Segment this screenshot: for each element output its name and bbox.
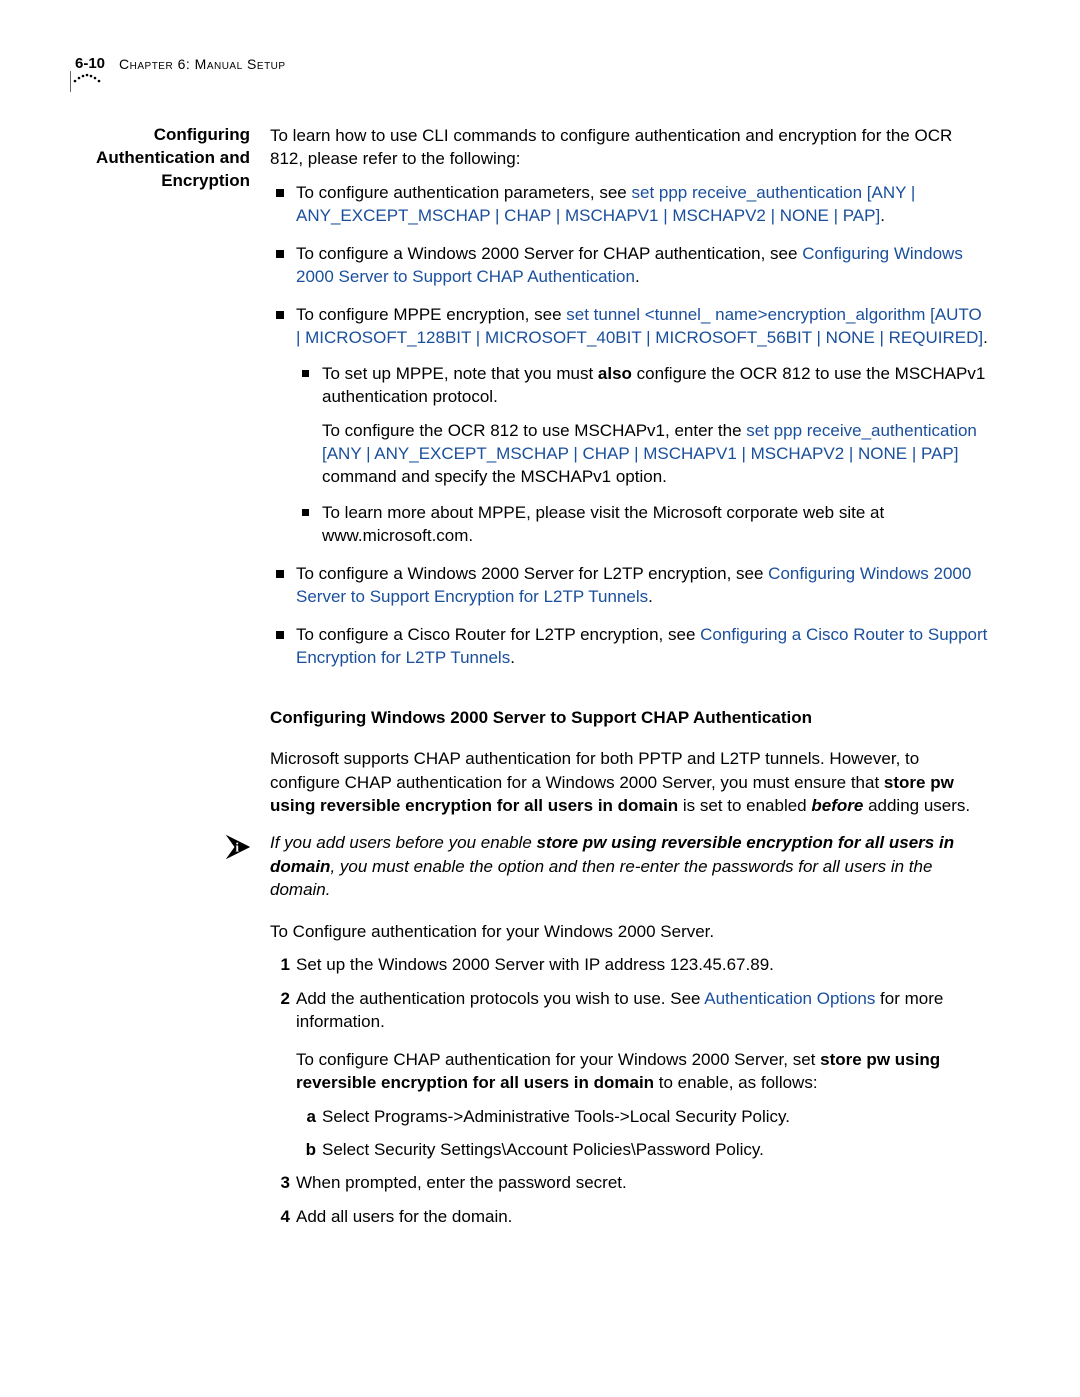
info-arrow-icon: i <box>224 833 252 861</box>
text: command and specify the MSCHAPv1 option. <box>322 467 667 486</box>
list-item: To set up MPPE, note that you must also … <box>296 362 990 489</box>
text: . <box>880 206 885 225</box>
text: to enable, as follows: <box>654 1073 817 1092</box>
substep-item: b Select Security Settings\Account Polic… <box>296 1138 990 1161</box>
text: is set to enabled <box>678 796 811 815</box>
text: To configure a Windows 2000 Server for L… <box>296 564 768 583</box>
text: Set up the Windows 2000 Server with IP a… <box>296 955 774 974</box>
text: To configure a Windows 2000 Server for C… <box>296 244 802 263</box>
text: Microsoft supports CHAP authentication f… <box>270 749 919 791</box>
text: To configure MPPE encryption, see <box>296 305 566 324</box>
paragraph: To Configure authentication for your Win… <box>270 920 990 943</box>
bold-text: also <box>598 364 632 383</box>
list-item: To configure a Windows 2000 Server for L… <box>270 562 990 609</box>
text: To set up MPPE, note that you must <box>322 364 598 383</box>
text: adding users. <box>863 796 970 815</box>
section-heading: Configuring Authentication and Encryptio… <box>75 124 250 193</box>
text: Add all users for the domain. <box>296 1207 512 1226</box>
text: Add the authentication protocols you wis… <box>296 989 704 1008</box>
subsection-heading: Configuring Windows 2000 Server to Suppo… <box>270 706 990 729</box>
text: Select Programs->Administrative Tools->L… <box>322 1107 790 1126</box>
text: To learn more about MPPE, please visit t… <box>322 503 884 545</box>
text: To configure a Cisco Router for L2TP enc… <box>296 625 700 644</box>
text: . <box>510 648 515 667</box>
step-item: Set up the Windows 2000 Server with IP a… <box>270 953 990 976</box>
body-column: To learn how to use CLI commands to conf… <box>270 124 990 1238</box>
text: , you must enable the option and then re… <box>270 857 932 899</box>
info-note: i If you add users before you enable sto… <box>224 831 990 901</box>
side-column: Configuring Authentication and Encryptio… <box>75 124 270 193</box>
list-item: To configure a Cisco Router for L2TP enc… <box>270 623 990 670</box>
text: To configure authentication parameters, … <box>296 183 631 202</box>
list-item: To configure authentication parameters, … <box>270 181 990 228</box>
main-content: Configuring Authentication and Encryptio… <box>75 124 990 1238</box>
note-text: If you add users before you enable store… <box>270 831 990 901</box>
substep-item: a Select Programs->Administrative Tools-… <box>296 1105 990 1128</box>
text: To configure CHAP authentication for you… <box>296 1050 820 1069</box>
sub-bullet-list: To set up MPPE, note that you must also … <box>296 362 990 548</box>
chapter-label: Chapter 6: Manual Setup <box>119 55 286 72</box>
list-item: To configure MPPE encryption, see set tu… <box>270 303 990 548</box>
paragraph: Microsoft supports CHAP authentication f… <box>270 747 990 817</box>
text: . <box>635 267 640 286</box>
text: To configure the OCR 812 to use MSCHAPv1… <box>322 421 746 440</box>
text: . <box>648 587 653 606</box>
cross-reference-link[interactable]: Authentication Options <box>704 989 875 1008</box>
step-item: When prompted, enter the password secret… <box>270 1171 990 1194</box>
step-item: Add all users for the domain. <box>270 1205 990 1228</box>
bold-italic-text: before <box>811 796 863 815</box>
list-item: To configure a Windows 2000 Server for C… <box>270 242 990 289</box>
lettered-substeps: a Select Programs->Administrative Tools-… <box>296 1105 990 1162</box>
text: When prompted, enter the password secret… <box>296 1173 627 1192</box>
header-dots-decoration <box>70 70 106 92</box>
numbered-steps: Set up the Windows 2000 Server with IP a… <box>270 953 990 1228</box>
text: . <box>983 328 988 347</box>
svg-text:i: i <box>235 840 239 855</box>
page-header: 6-10 Chapter 6: Manual Setup <box>75 55 990 72</box>
page: 6-10 Chapter 6: Manual Setup Configuring… <box>0 0 1080 1397</box>
paragraph: To set up MPPE, note that you must also … <box>322 362 990 409</box>
text: If you add users before you enable <box>270 833 537 852</box>
text: Select Security Settings\Account Policie… <box>322 1140 764 1159</box>
paragraph: To configure CHAP authentication for you… <box>296 1048 990 1095</box>
step-letter: b <box>296 1138 316 1161</box>
bullet-list: To configure authentication parameters, … <box>270 181 990 670</box>
step-item: Add the authentication protocols you wis… <box>270 987 990 1162</box>
intro-paragraph: To learn how to use CLI commands to conf… <box>270 124 990 171</box>
list-item: To learn more about MPPE, please visit t… <box>296 501 990 548</box>
step-letter: a <box>296 1105 316 1128</box>
paragraph: To configure the OCR 812 to use MSCHAPv1… <box>322 419 990 489</box>
